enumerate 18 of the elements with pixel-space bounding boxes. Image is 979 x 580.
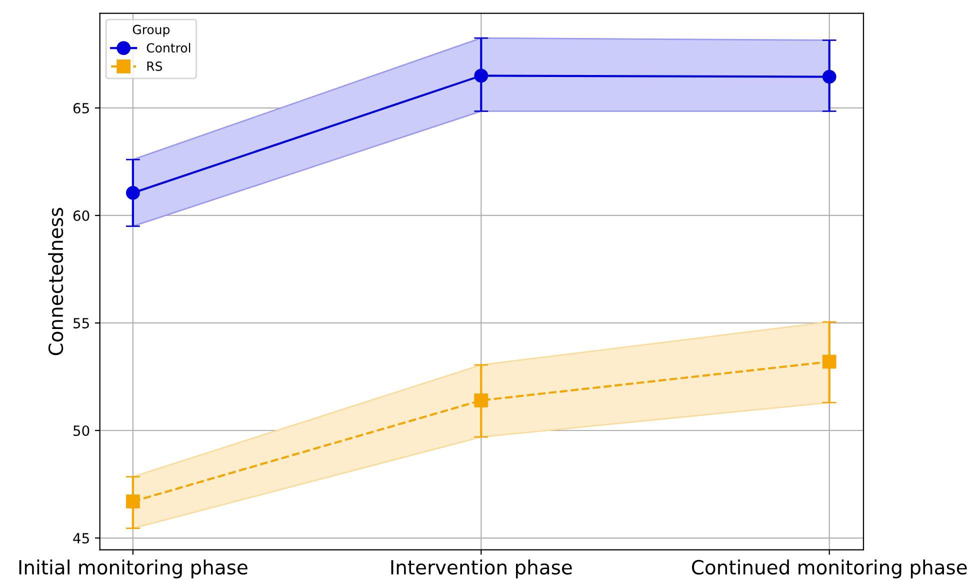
point (474, 393, 488, 408)
legend-label: Control (146, 42, 190, 53)
point (474, 68, 488, 83)
y-tick-label: 65 (73, 102, 89, 114)
legend-title: Group (132, 24, 170, 37)
y-axis-title: Connectedness (48, 208, 64, 356)
point (822, 354, 836, 369)
point (822, 70, 836, 84)
point (126, 186, 140, 200)
y-tick-label: 50 (74, 425, 90, 436)
y-tick-label: 45 (73, 533, 89, 544)
y-tick-label: 55 (74, 318, 89, 328)
legend-label: RS (147, 62, 162, 71)
point (126, 494, 140, 508)
x-tick-label: Intervention phase (391, 560, 572, 578)
y-tick-label: 60 (73, 210, 90, 221)
x-tick-label: Initial monitoring phase (19, 560, 248, 578)
x-tick-label: Continued monitoring phase (692, 560, 967, 578)
